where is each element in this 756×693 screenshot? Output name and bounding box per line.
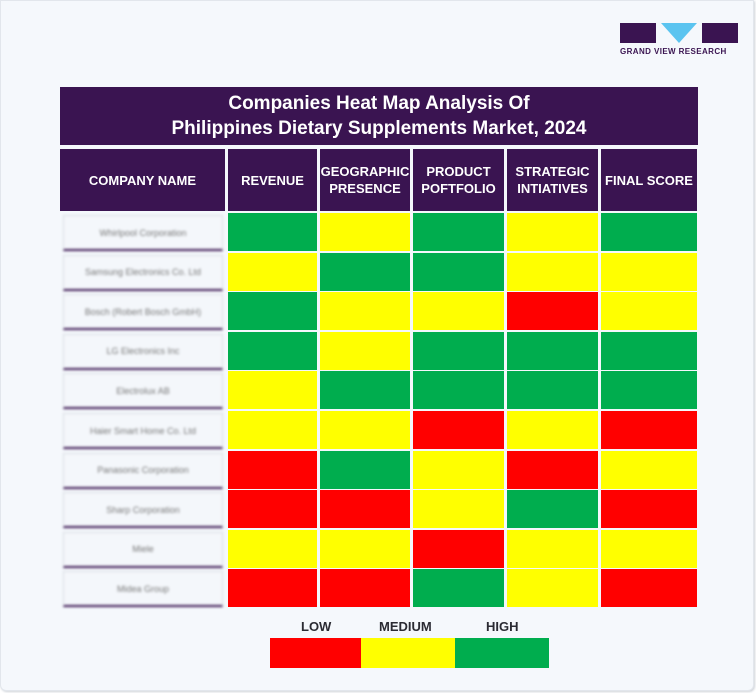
- heat-cell: [601, 490, 697, 529]
- heat-cell: [601, 371, 697, 410]
- heat-cell: [228, 529, 317, 568]
- heat-cell: [507, 529, 598, 568]
- heat-cell: [413, 371, 504, 410]
- heat-cell: [413, 292, 504, 331]
- heat-cell: [413, 252, 504, 291]
- column-header: GEOGRAPHIC PRESENCE: [320, 149, 410, 211]
- company-name-cell: Whirlpool Corporation: [63, 215, 223, 251]
- logo-r-mark-icon: [702, 23, 738, 43]
- heat-cell: [413, 331, 504, 370]
- company-name-cell: Haier Smart Home Co. Ltd: [63, 413, 223, 449]
- heat-cell: [228, 331, 317, 370]
- heat-cell: [228, 450, 317, 489]
- company-name-cell: Midea Group: [63, 571, 223, 608]
- heat-cell: [320, 292, 410, 331]
- heat-cell: [507, 213, 598, 251]
- heat-cell: [228, 213, 317, 251]
- heat-cell: [413, 529, 504, 568]
- heat-cell: [320, 213, 410, 251]
- heat-cell: [228, 569, 317, 608]
- legend-label-medium: MEDIUM: [379, 619, 432, 634]
- heat-cell: [413, 213, 504, 251]
- legend-label-low: LOW: [301, 619, 332, 634]
- heat-cell: [320, 371, 410, 410]
- legend-swatch-low: [270, 638, 361, 668]
- chart-title-line1: Companies Heat Map Analysis Of: [228, 93, 530, 114]
- heat-cell: [507, 331, 598, 370]
- heat-cell: [228, 371, 317, 410]
- company-name-cell: Bosch (Robert Bosch GmbH): [63, 294, 223, 331]
- heat-cell: [320, 331, 410, 370]
- heat-cell: [413, 411, 504, 449]
- heat-cell: [601, 450, 697, 489]
- company-name-cell: Sharp Corporation: [63, 492, 223, 529]
- heat-cell: [320, 569, 410, 608]
- heat-cell: [228, 490, 317, 529]
- grand-view-research-logo: GRAND VIEW RESEARCH: [620, 23, 738, 56]
- company-name-cell: LG Electronics Inc: [63, 333, 223, 370]
- heat-cell: [413, 490, 504, 529]
- column-header: REVENUE: [228, 149, 317, 211]
- heat-cell: [507, 490, 598, 529]
- heat-cell: [228, 411, 317, 449]
- heat-cell: [413, 569, 504, 608]
- column-header: COMPANY NAME: [60, 149, 225, 211]
- logo-text: GRAND VIEW RESEARCH: [620, 47, 727, 56]
- heat-cell: [507, 252, 598, 291]
- heat-cell: [320, 411, 410, 449]
- heat-cell: [601, 252, 697, 291]
- heat-cell: [507, 411, 598, 449]
- heat-cell: [507, 371, 598, 410]
- heat-cell: [507, 292, 598, 331]
- column-header: STRATEGIC INTIATIVES: [507, 149, 598, 211]
- logo-v-mark-icon: [661, 23, 697, 43]
- column-header: FINAL SCORE: [601, 149, 697, 211]
- company-name-cell: Miele: [63, 531, 223, 568]
- company-name-cell: Panasonic Corporation: [63, 452, 223, 489]
- company-name-cell: Samsung Electronics Co. Ltd: [63, 254, 223, 291]
- heat-cell: [320, 252, 410, 291]
- heat-cell: [601, 529, 697, 568]
- heat-cell: [601, 213, 697, 251]
- legend-swatch-medium: [361, 638, 455, 668]
- legend-swatch-high: [455, 638, 549, 668]
- chart-title: Companies Heat Map Analysis Of Philippin…: [60, 87, 698, 145]
- legend-label-high: HIGH: [486, 619, 519, 634]
- heat-cell: [228, 252, 317, 291]
- column-header: PRODUCT POFTFOLIO: [413, 149, 504, 211]
- heat-cell: [320, 450, 410, 489]
- chart-title-line2: Philippines Dietary Supplements Market, …: [171, 118, 587, 139]
- heat-cell: [601, 331, 697, 370]
- heat-cell: [507, 569, 598, 608]
- heat-cell: [320, 490, 410, 529]
- heat-cell: [601, 411, 697, 449]
- heat-cell: [320, 529, 410, 568]
- heat-cell: [413, 450, 504, 489]
- heat-cell: [228, 292, 317, 331]
- logo-g-mark-icon: [620, 23, 656, 43]
- heat-cell: [601, 292, 697, 331]
- heat-cell: [601, 569, 697, 608]
- company-name-cell: Electrolux AB: [63, 373, 223, 410]
- heat-cell: [507, 450, 598, 489]
